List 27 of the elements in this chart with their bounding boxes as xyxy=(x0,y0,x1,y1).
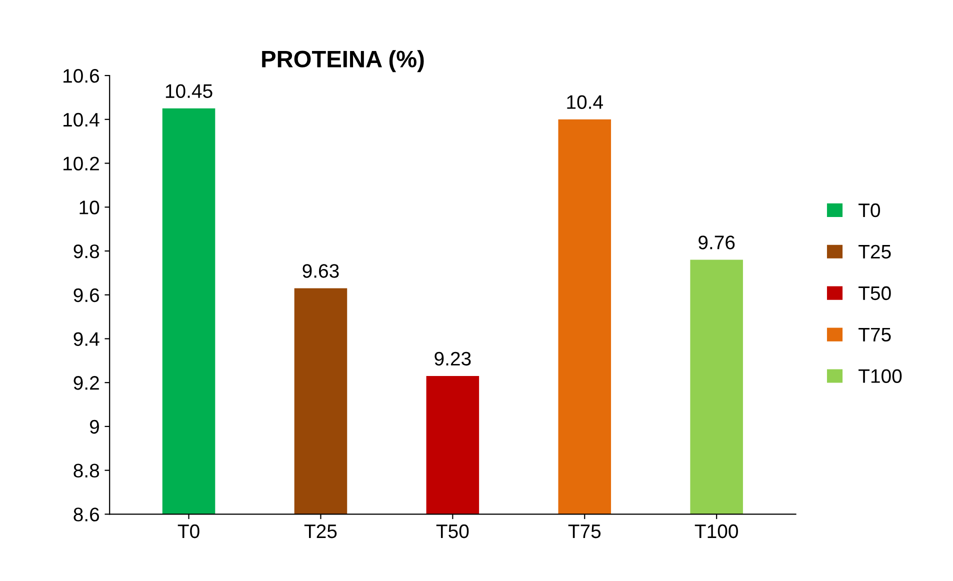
y-tick-label: 10 xyxy=(80,200,100,214)
legend-label: T0 xyxy=(858,203,880,218)
y-tick-label: 8.6 xyxy=(74,508,100,522)
y-tick-label: 9.4 xyxy=(74,332,100,346)
y-tick-label: 9 xyxy=(90,420,99,434)
x-tick-label: T50 xyxy=(436,524,469,538)
x-tick-label: T0 xyxy=(178,524,200,538)
legend-label: T100 xyxy=(858,369,902,383)
data-label: 10.45 xyxy=(166,84,212,98)
legend-label: T75 xyxy=(858,328,891,342)
y-tick-label: 10.4 xyxy=(64,112,100,127)
y-tick-label: 9.8 xyxy=(74,244,100,258)
x-tick-label: T25 xyxy=(304,524,337,538)
y-tick-label: 10.2 xyxy=(64,156,99,170)
x-tick-label: T100 xyxy=(694,524,738,538)
y-tick-label: 10.6 xyxy=(64,69,100,83)
y-tick-label: 8.8 xyxy=(74,464,100,478)
legend-label: T25 xyxy=(858,244,891,259)
data-label: 9.23 xyxy=(434,352,471,366)
data-label: 9.76 xyxy=(698,236,735,250)
y-tick-label: 9.6 xyxy=(74,288,100,302)
x-tick-label: T75 xyxy=(568,524,601,538)
data-label: 10.4 xyxy=(567,95,603,109)
y-tick-label: 9.2 xyxy=(74,376,99,390)
chart-title: PROTEINA (%) xyxy=(262,50,424,72)
legend-label: T50 xyxy=(858,286,891,300)
data-label: 9.63 xyxy=(302,264,339,278)
